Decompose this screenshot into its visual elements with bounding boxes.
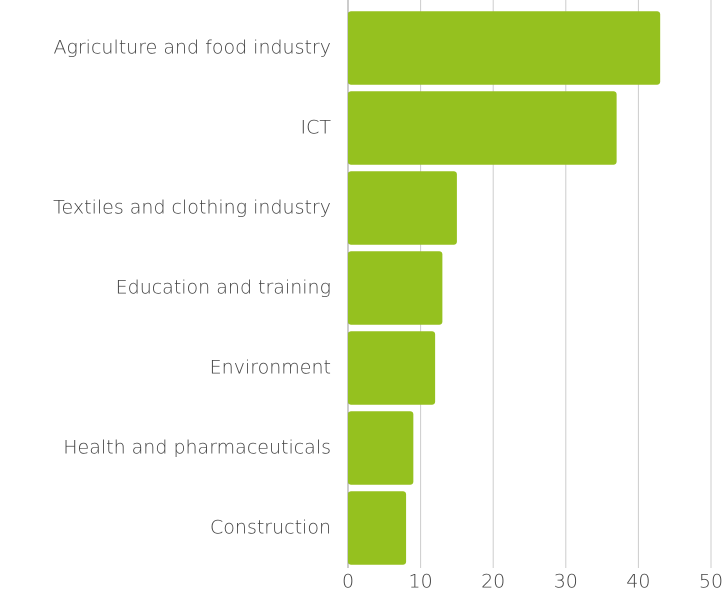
x-tick-label: 10	[409, 571, 433, 592]
bar	[348, 171, 457, 245]
x-tick-label: 40	[626, 571, 650, 592]
bar	[348, 251, 443, 325]
x-tick-label: 30	[554, 571, 578, 592]
bar	[348, 11, 661, 85]
y-tick-label: Health and pharmaceuticals	[63, 437, 331, 459]
y-tick-label: Agriculture and food industry	[53, 37, 331, 59]
y-tick-label: Environment	[210, 357, 331, 379]
y-tick-label: Education and training	[116, 277, 331, 299]
bar	[348, 91, 617, 165]
x-tick-label: 0	[342, 571, 354, 592]
bar	[348, 491, 407, 565]
bar	[348, 331, 436, 405]
x-tick-label: 50	[699, 571, 723, 592]
y-tick-label: Construction	[210, 517, 331, 539]
y-tick-label: Textiles and clothing industry	[53, 197, 331, 219]
y-tick-label: ICT	[301, 117, 332, 139]
bar	[348, 411, 414, 485]
x-tick-label: 20	[481, 571, 505, 592]
